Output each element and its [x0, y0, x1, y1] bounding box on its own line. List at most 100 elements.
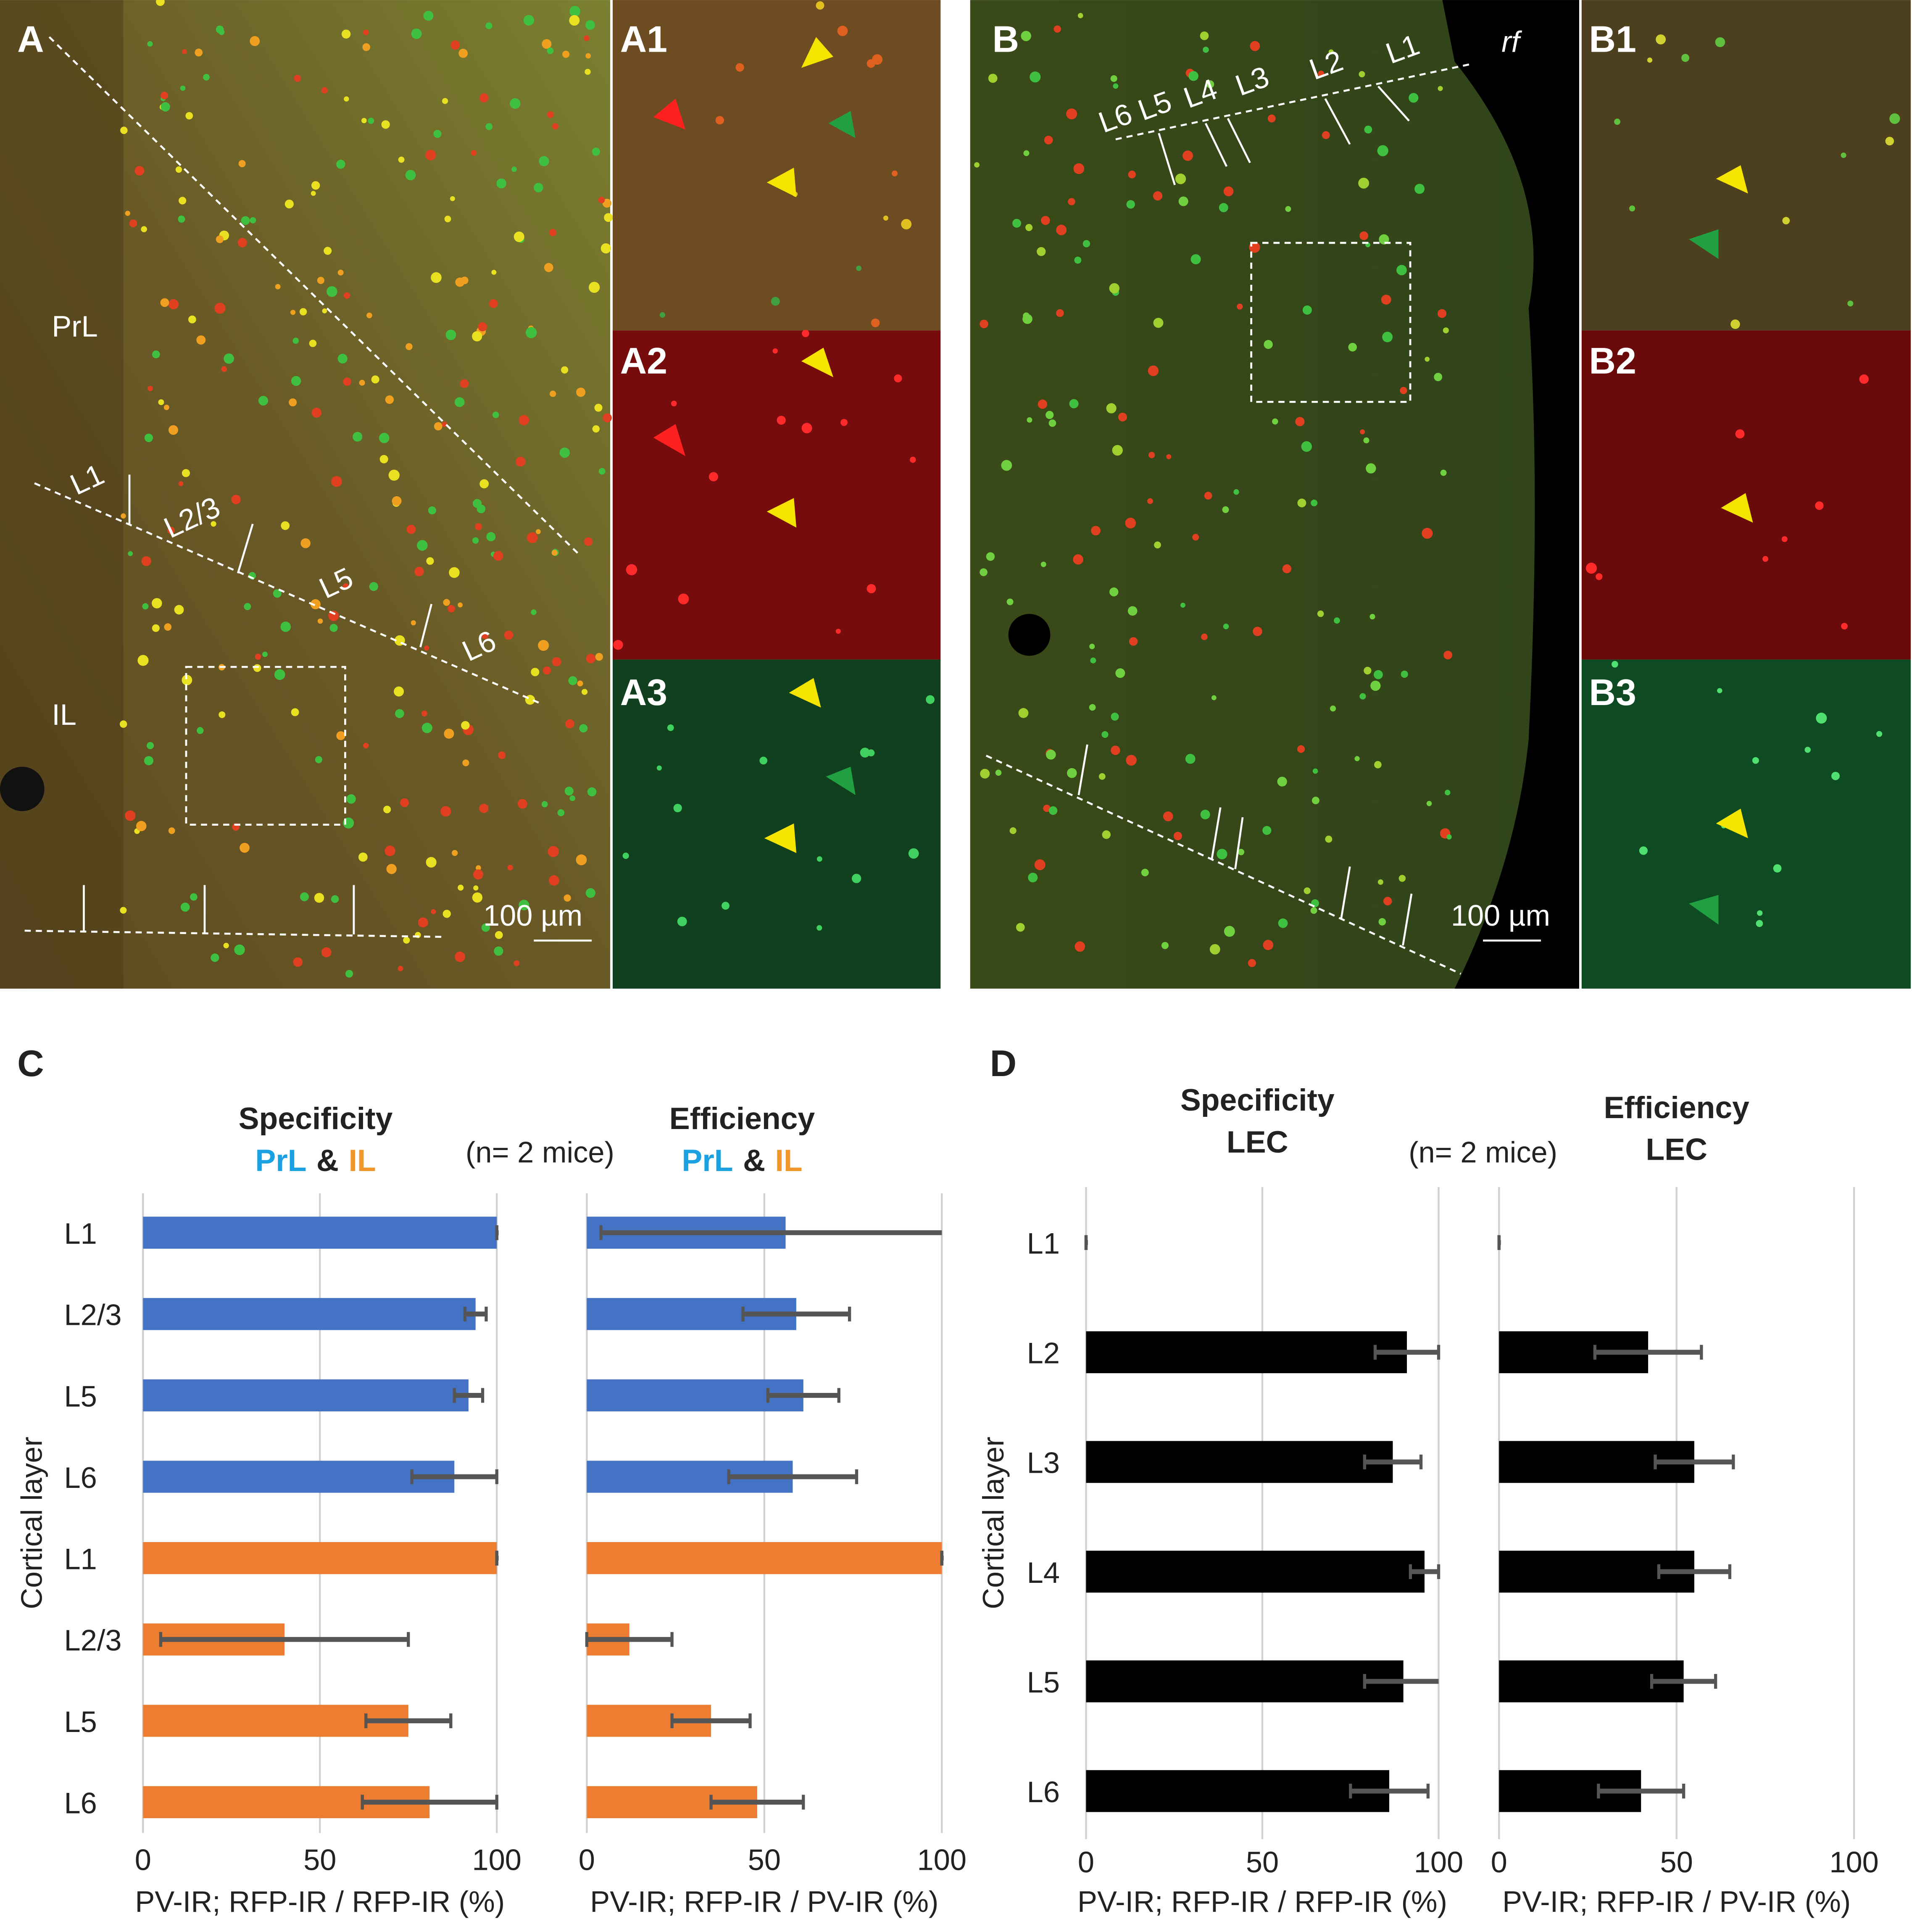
cell	[185, 112, 193, 120]
cell	[1773, 864, 1782, 873]
cell	[141, 226, 147, 232]
cell	[1752, 757, 1759, 764]
bar	[1086, 1441, 1393, 1483]
cell	[152, 624, 160, 632]
cell	[1398, 875, 1406, 882]
cell	[366, 312, 372, 318]
x-tick-label: 50	[1660, 1845, 1693, 1879]
cell	[294, 75, 301, 82]
cell	[871, 318, 880, 327]
cell	[531, 668, 540, 676]
cell	[1041, 216, 1050, 225]
cell	[1426, 801, 1432, 806]
cell	[772, 348, 778, 354]
cell	[327, 286, 337, 297]
x-tick-label: 0	[1491, 1845, 1507, 1879]
cell	[1188, 71, 1198, 81]
cell	[1297, 745, 1305, 753]
cell	[1443, 327, 1449, 334]
cell	[221, 366, 227, 372]
image-a1	[612, 0, 941, 331]
cell	[1161, 942, 1169, 949]
cell	[585, 20, 595, 30]
cell	[1001, 460, 1012, 471]
cell	[445, 329, 456, 340]
cell	[1272, 418, 1278, 425]
bar	[1086, 1660, 1404, 1703]
cell	[543, 666, 551, 675]
cell	[860, 748, 870, 758]
cell	[1021, 31, 1031, 41]
cell	[1310, 907, 1317, 914]
boundary	[1115, 63, 1471, 140]
panel-label: A	[17, 18, 44, 60]
cell	[1325, 835, 1333, 843]
cell	[526, 327, 537, 338]
cell	[1056, 224, 1067, 235]
panel-label: A1	[620, 18, 667, 60]
layer-tick	[1324, 98, 1351, 145]
boundary	[24, 929, 442, 938]
cell	[1348, 342, 1357, 352]
x-tick-label: 100	[472, 1843, 521, 1876]
cell	[1585, 563, 1597, 574]
error-bar	[1593, 1345, 1703, 1360]
error-bar	[495, 1225, 499, 1240]
layer-tick	[1077, 744, 1088, 795]
panel-label: A3	[620, 671, 667, 713]
panel-label: A2	[620, 340, 667, 382]
y-tick-label: L1	[1027, 1227, 1060, 1260]
cell	[121, 513, 126, 519]
arrow	[801, 347, 834, 377]
cell	[1730, 319, 1740, 329]
bar	[143, 1542, 497, 1574]
cell	[1377, 145, 1388, 156]
cell	[341, 29, 351, 39]
cell	[1069, 399, 1079, 408]
y-axis-label: Cortical layer	[977, 1437, 1010, 1609]
cell	[1040, 561, 1046, 567]
cell	[317, 618, 323, 624]
cell	[379, 433, 390, 443]
cell	[431, 272, 442, 283]
cell	[1237, 303, 1243, 310]
cell	[1847, 300, 1854, 307]
cell	[1118, 413, 1127, 422]
cell	[1354, 756, 1360, 761]
cell	[180, 85, 186, 91]
cell	[1073, 554, 1083, 565]
cell	[300, 892, 309, 901]
cell	[1815, 501, 1824, 510]
cell	[1681, 54, 1690, 62]
cell	[1192, 534, 1199, 541]
y-axis-label: Cortical layer	[15, 1437, 48, 1609]
cell	[423, 11, 434, 21]
cell	[539, 156, 549, 166]
cell	[1148, 452, 1155, 458]
cell	[1098, 773, 1106, 780]
layer-tick	[1158, 133, 1176, 185]
cell	[1366, 463, 1376, 474]
cell	[1154, 541, 1161, 549]
cell	[455, 397, 465, 407]
cell	[1163, 811, 1173, 821]
panel-label: B3	[1589, 671, 1636, 713]
panel-label: B	[993, 18, 1019, 60]
arrow	[789, 678, 821, 708]
arrow	[1689, 895, 1719, 925]
cell	[1089, 643, 1095, 650]
cell	[310, 599, 321, 610]
panel-label: B1	[1589, 18, 1636, 60]
cell	[901, 219, 912, 229]
cell	[472, 537, 479, 544]
cell	[1629, 205, 1635, 212]
cell	[345, 970, 353, 978]
x-axis-label: PV-IR; RFP-IR / PV-IR (%)	[590, 1885, 938, 1918]
y-tick-label: L5	[64, 1705, 97, 1738]
cell	[974, 162, 980, 168]
vessel	[0, 766, 45, 811]
error-bar	[361, 1795, 498, 1810]
cell	[777, 416, 786, 425]
cell	[167, 526, 175, 534]
